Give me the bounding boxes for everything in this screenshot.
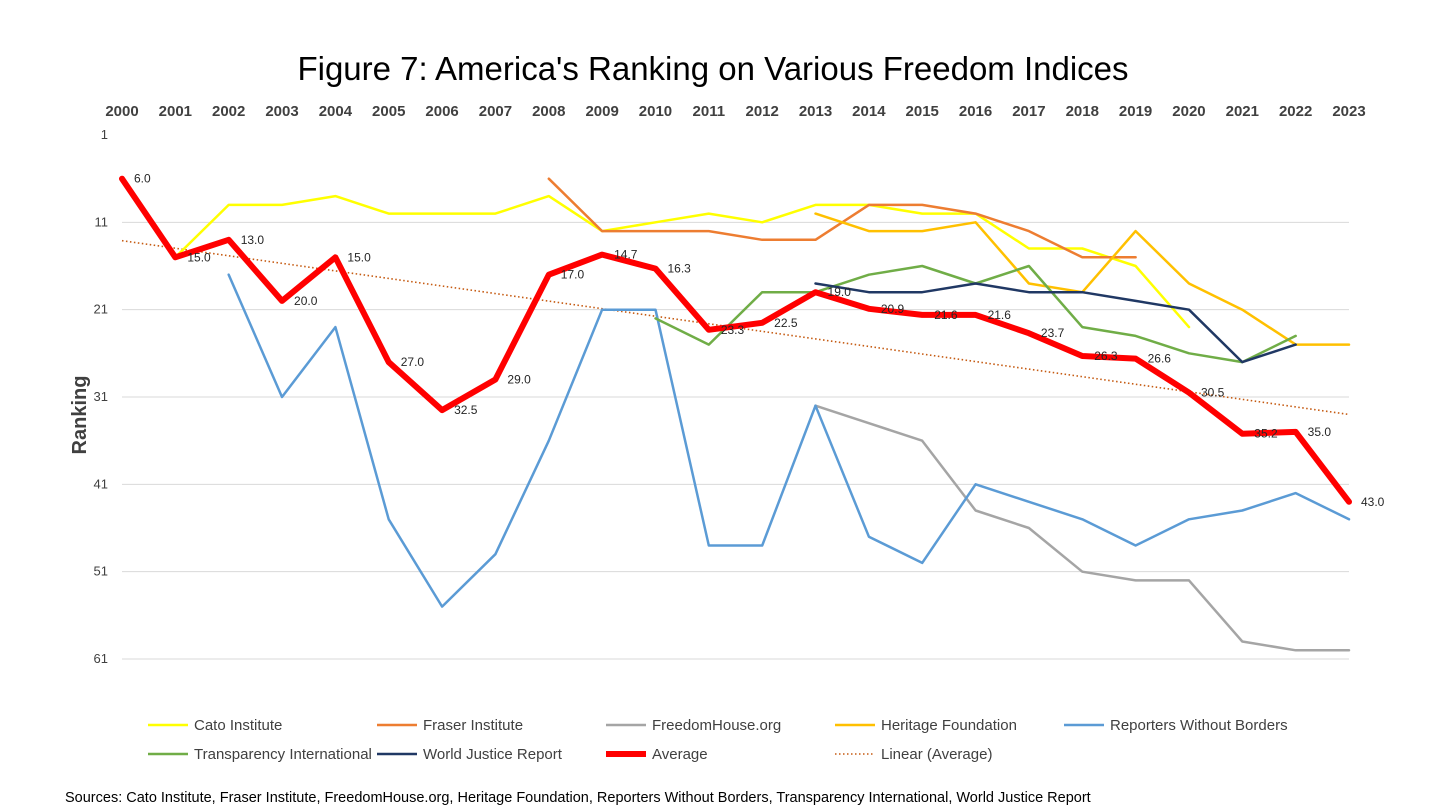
series-line-cato-institute (174, 194, 1191, 329)
average-data-label: 32.5 (454, 403, 478, 417)
x-tick-label: 2008 (532, 103, 565, 120)
chart-title: Figure 7: America's Ranking on Various F… (297, 50, 1128, 87)
legend-label-cato-institute: Cato Institute (194, 717, 282, 734)
x-tick-label: 2002 (212, 103, 245, 120)
series-line-world-justice-report (814, 282, 1297, 364)
x-tick-label: 2016 (959, 103, 992, 120)
average-data-label: 23.3 (721, 323, 745, 337)
average-data-label: 21.6 (934, 308, 958, 322)
y-tick-label: 41 (94, 476, 108, 491)
x-tick-label: 2005 (372, 103, 405, 120)
x-tick-label: 2012 (745, 103, 778, 120)
average-data-label: 15.0 (187, 250, 211, 264)
x-tick-label: 2021 (1226, 103, 1259, 120)
x-tick-label: 2007 (479, 103, 512, 120)
series-line-freedomhouse-org (814, 404, 1351, 652)
legend-label-linear-average: Linear (Average) (881, 746, 992, 763)
x-axis-ticks: 2000 2001 2002 2003 2004 2005 2006 2007 2008 2009… (105, 103, 1365, 120)
x-tick-label: 2020 (1172, 103, 1205, 120)
x-tick-label: 2015 (906, 103, 939, 120)
average-data-label: 26.6 (1148, 352, 1172, 366)
series-line-reporters-without-borders (227, 273, 1351, 608)
x-tick-label: 2009 (585, 103, 618, 120)
x-tick-label: 2014 (852, 103, 886, 120)
x-tick-label: 2019 (1119, 103, 1152, 120)
x-tick-label: 2013 (799, 103, 832, 120)
y-tick-label: 11 (95, 214, 109, 229)
x-tick-label: 2018 (1066, 103, 1099, 120)
average-data-label: 26.3 (1094, 349, 1118, 363)
x-tick-label: 2023 (1332, 103, 1365, 120)
sources-note: Sources: Cato Institute, Fraser Institut… (65, 790, 1091, 806)
trendline-linear-average (121, 239, 1350, 416)
x-tick-label: 2010 (639, 103, 672, 120)
x-tick-label: 2003 (265, 103, 298, 120)
series-line-average (119, 175, 1352, 505)
legend-label-world-justice-report: World Justice Report (423, 746, 563, 763)
average-data-label: 35.0 (1308, 425, 1332, 439)
legend-label-freedomhouse-org: FreedomHouse.org (652, 717, 781, 734)
y-tick-label: 1 (101, 127, 108, 142)
average-data-label: 23.7 (1041, 326, 1065, 340)
y-axis-label: Ranking (69, 376, 91, 455)
y-tick-label: 31 (94, 389, 108, 404)
y-tick-label: 21 (94, 302, 108, 317)
x-tick-label: 2001 (159, 103, 192, 120)
average-data-label: 19.0 (828, 285, 852, 299)
legend-label-reporters-without-borders: Reporters Without Borders (1110, 717, 1288, 734)
average-data-label: 29.0 (507, 373, 531, 387)
average-data-label: 13.0 (241, 233, 265, 247)
x-tick-label: 2006 (425, 103, 458, 120)
x-tick-label: 2017 (1012, 103, 1045, 120)
trendline-layer (121, 239, 1350, 416)
average-data-label: 17.0 (561, 268, 585, 282)
average-data-label: 14.7 (614, 248, 638, 262)
legend: Cato Institute Fraser Institute FreedomHou… (148, 717, 1288, 763)
legend-label-transparency-international: Transparency International (194, 746, 372, 763)
average-data-labels: 6.0 15.0 13.0 20.0 15.0 27.0 32.5 29.0 17.0 14.7 1… (134, 172, 1385, 509)
average-data-label: 6.0 (134, 172, 151, 186)
x-tick-label: 2022 (1279, 103, 1312, 120)
gridlines (122, 221, 1349, 660)
average-data-label: 43.0 (1361, 495, 1385, 509)
x-tick-label: 2011 (693, 103, 726, 120)
y-tick-label: 61 (94, 651, 108, 666)
x-tick-label: 2000 (105, 103, 138, 120)
legend-label-average: Average (652, 746, 708, 763)
average-data-label: 21.6 (988, 308, 1012, 322)
average-data-label: 27.0 (401, 355, 425, 369)
legend-label-heritage-foundation: Heritage Foundation (881, 717, 1017, 734)
x-tick-label: 2004 (319, 103, 353, 120)
average-data-label: 35.2 (1254, 427, 1278, 441)
average-data-label: 20.9 (881, 302, 905, 316)
average-data-label: 22.5 (774, 316, 798, 330)
legend-label-fraser-institute: Fraser Institute (423, 717, 523, 734)
y-tick-label: 51 (94, 564, 108, 579)
average-data-label: 20.0 (294, 294, 318, 308)
series-layer (119, 175, 1352, 652)
average-data-label: 30.5 (1201, 386, 1225, 400)
average-data-label: 16.3 (667, 262, 691, 276)
average-data-label: 15.0 (347, 250, 371, 264)
